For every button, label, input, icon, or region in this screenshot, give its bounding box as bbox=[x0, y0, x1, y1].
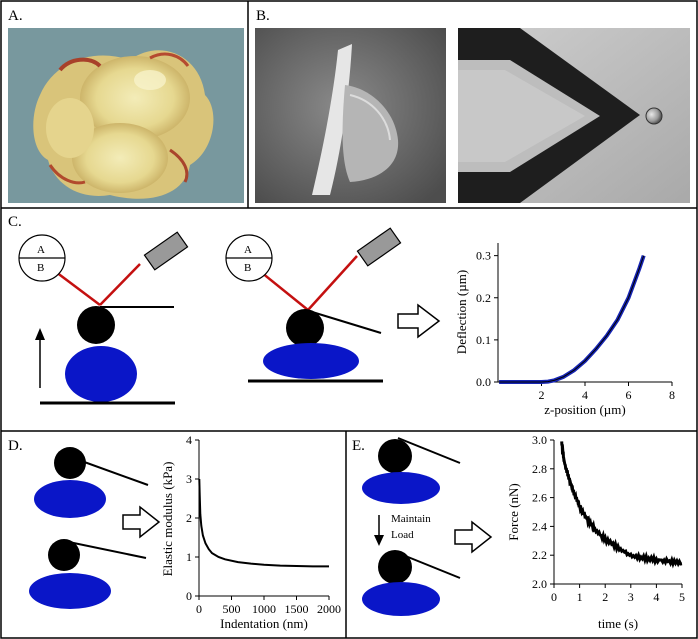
x-tick-label: 4 bbox=[653, 590, 659, 604]
deflection-chart: 0.0 0.1 0.2 0.3 2 4 6 8 z-position (µm) Deflec… bbox=[454, 243, 675, 417]
y-tick-label: 2 bbox=[186, 511, 192, 525]
right-arrow-icon bbox=[455, 522, 491, 552]
up-arrow-icon bbox=[35, 328, 45, 340]
load-label: Load bbox=[391, 529, 414, 541]
y-tick-label: 2.2 bbox=[532, 548, 547, 562]
series-line bbox=[499, 256, 644, 382]
y-tick-label: 0.0 bbox=[476, 375, 491, 389]
series-line bbox=[562, 441, 682, 564]
right-arrow-icon bbox=[398, 305, 439, 337]
x-axis-label: time (s) bbox=[598, 616, 638, 631]
panel-label-d: D. bbox=[8, 438, 23, 454]
x-tick-label: 4 bbox=[582, 388, 588, 402]
x-tick-label: 1 bbox=[577, 590, 583, 604]
y-axis-label: Elastic modulus (kPa) bbox=[160, 462, 175, 577]
y-tick-label: 1 bbox=[186, 550, 192, 564]
right-arrow-icon bbox=[123, 507, 159, 537]
cell bbox=[65, 346, 137, 402]
x-tick-label: 2 bbox=[539, 388, 545, 402]
y-tick-label: 0 bbox=[186, 589, 192, 603]
afm-schematic-approach: A B bbox=[19, 232, 188, 403]
x-tick-label: 6 bbox=[626, 388, 632, 402]
panel-label-e: E. bbox=[352, 438, 365, 454]
x-axis-label: z-position (µm) bbox=[544, 402, 626, 417]
series-line bbox=[199, 479, 329, 566]
x-tick-label: 0 bbox=[551, 590, 557, 604]
y-tick-label: 3 bbox=[186, 472, 192, 486]
elastic-modulus-chart: 01234 0 500 1000 1500 2000 Indentation (nm) … bbox=[160, 433, 341, 631]
y-tick-label: 2.4 bbox=[532, 519, 547, 533]
tissue-photo bbox=[8, 28, 244, 203]
photodiode-b-label-2: B bbox=[244, 262, 251, 274]
afm-schematic-indentation: A B bbox=[226, 228, 401, 381]
maintain-label: Maintain bbox=[391, 513, 431, 525]
x-tick-label: 3 bbox=[628, 590, 634, 604]
force-chart: 2.0 2.2 2.4 2.6 2.8 3.0 0 1 2 3 4 5 time (s) Force… bbox=[506, 433, 685, 631]
x-tick-label: 1000 bbox=[252, 602, 276, 616]
photodiode-a-label-2: A bbox=[244, 244, 252, 256]
x-tick-label: 2 bbox=[602, 590, 608, 604]
y-tick-label: 0.3 bbox=[476, 249, 491, 263]
x-tick-label: 2000 bbox=[317, 602, 341, 616]
y-tick-label: 0.2 bbox=[476, 291, 491, 305]
y-tick-label: 0.1 bbox=[476, 333, 491, 347]
afm-schematic-e: Maintain Load bbox=[362, 438, 460, 616]
y-axis-label: Force (nN) bbox=[506, 483, 521, 540]
panel-label-b: B. bbox=[256, 8, 270, 24]
y-tick-label: 2.0 bbox=[532, 577, 547, 591]
optical-image bbox=[458, 28, 690, 203]
panel-label-a: A. bbox=[8, 8, 23, 24]
panel-label-c: C. bbox=[8, 214, 22, 230]
y-tick-label: 3.0 bbox=[532, 433, 547, 447]
y-axis-label: Deflection (µm) bbox=[454, 270, 469, 354]
x-tick-label: 1500 bbox=[285, 602, 309, 616]
photodiode-a-label: A bbox=[37, 244, 45, 256]
x-axis-label: Indentation (nm) bbox=[220, 616, 308, 631]
photodiode-b-label: B bbox=[37, 262, 44, 274]
x-tick-label: 8 bbox=[669, 388, 675, 402]
y-tick-label: 4 bbox=[186, 433, 192, 447]
y-tick-label: 2.8 bbox=[532, 462, 547, 476]
sem-image bbox=[255, 28, 446, 203]
y-tick-label: 2.6 bbox=[532, 491, 547, 505]
x-tick-label: 5 bbox=[679, 590, 685, 604]
x-tick-label: 0 bbox=[196, 602, 202, 616]
x-tick-label: 500 bbox=[223, 602, 241, 616]
down-arrow-icon bbox=[374, 535, 384, 546]
